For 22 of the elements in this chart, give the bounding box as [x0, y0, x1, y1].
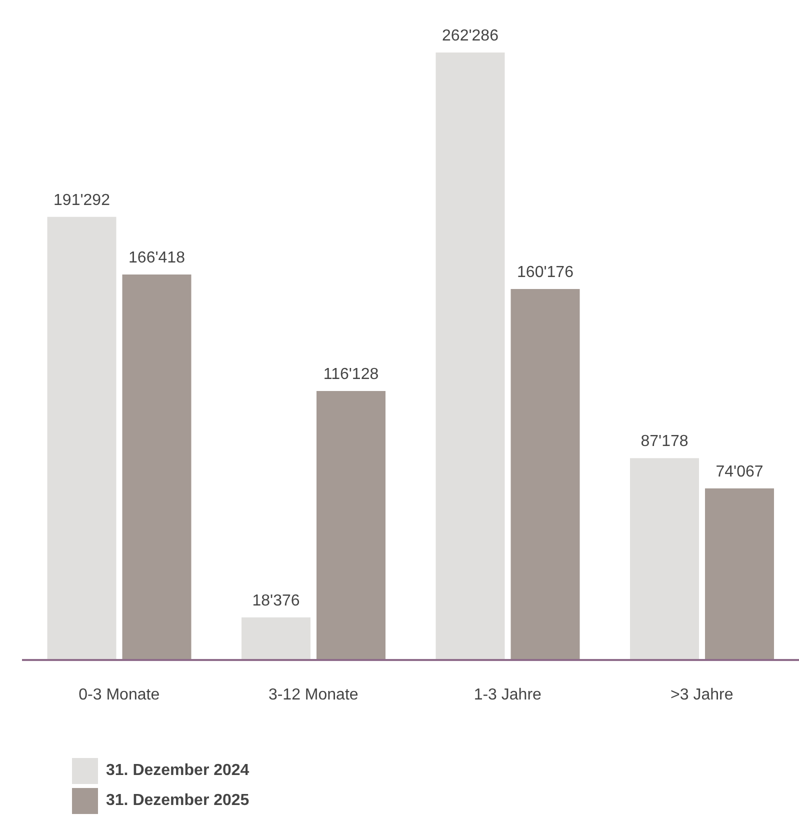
bar: [630, 458, 700, 660]
data-label: 262'286: [442, 27, 499, 44]
legend-label: 31. Dezember 2024: [106, 762, 250, 779]
bar: [47, 216, 116, 660]
data-label: 18'376: [252, 592, 300, 610]
x-tick-label: 1-3 Jahre: [474, 686, 542, 704]
bar: [436, 52, 505, 660]
data-label: 191'292: [54, 192, 110, 209]
data-label: 166'418: [128, 250, 186, 267]
x-tick-label: >3 Jahre: [670, 686, 734, 704]
data-label: 160'176: [517, 264, 574, 281]
bar: [316, 391, 386, 660]
bar: [705, 488, 774, 660]
data-label: 116'128: [323, 366, 379, 384]
x-tick-label: 0-3 Monate: [78, 686, 160, 704]
bar: [510, 288, 580, 660]
x-tick-label: 3-12 Monate: [268, 686, 358, 704]
data-label: 87'178: [640, 433, 688, 450]
bar: [242, 617, 311, 660]
legend-label: 31. Dezember 2025: [106, 792, 250, 809]
bar: [122, 274, 192, 660]
data-label: 74'067: [716, 463, 764, 480]
